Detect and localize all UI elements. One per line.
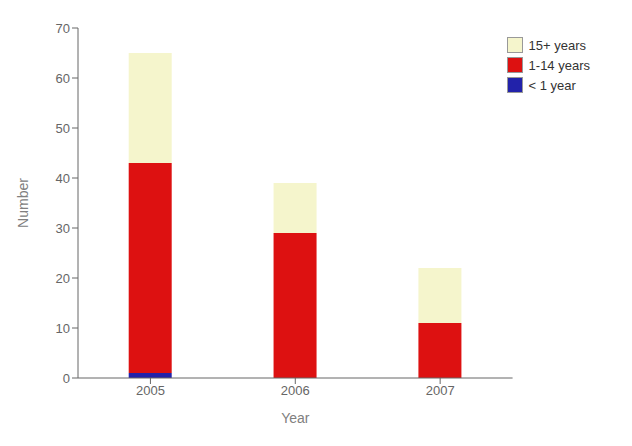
svg-text:40: 40 (56, 171, 70, 186)
svg-text:2006: 2006 (281, 383, 310, 398)
svg-text:2007: 2007 (426, 383, 455, 398)
svg-text:Year: Year (281, 410, 310, 426)
svg-text:Number: Number (15, 178, 31, 228)
svg-text:30: 30 (56, 221, 70, 236)
svg-text:60: 60 (56, 71, 70, 86)
html-text:15+ years: 15+ years (528, 37, 586, 53)
html-text:< 1 year: < 1 year (528, 77, 576, 93)
svg-text:70: 70 (56, 21, 70, 36)
svg-text:20: 20 (56, 271, 70, 286)
svg-text:50: 50 (56, 121, 70, 136)
svg-text:0: 0 (63, 371, 70, 386)
svg-text:10: 10 (56, 321, 70, 336)
svg-text:2005: 2005 (136, 383, 165, 398)
html-text:1-14 years: 1-14 years (528, 57, 590, 73)
